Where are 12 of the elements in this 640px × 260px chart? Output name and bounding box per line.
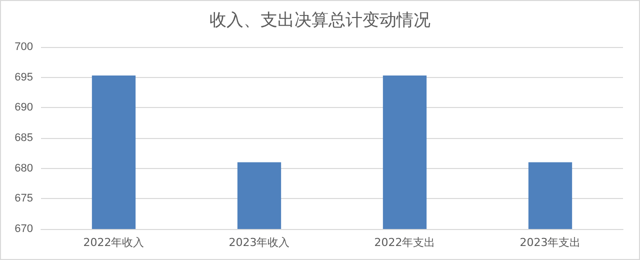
- x-tick-label: 2023年收入: [228, 236, 290, 249]
- x-tick-label: 2022年支出: [374, 236, 436, 249]
- y-tick-label: 675: [14, 192, 33, 205]
- y-tick-label: 690: [14, 102, 33, 114]
- y-tick-label: 695: [14, 71, 33, 84]
- y-tick-label: 685: [14, 132, 33, 144]
- x-tick-label: 2023年支出: [520, 236, 581, 249]
- y-tick-label: 680: [14, 162, 33, 174]
- x-tick-label: 2022年收入: [83, 236, 144, 249]
- chart-title: 收入、支出决算总计变动情况: [210, 10, 430, 30]
- y-tick-label: 670: [14, 223, 33, 235]
- y-tick-label: 700: [14, 41, 33, 53]
